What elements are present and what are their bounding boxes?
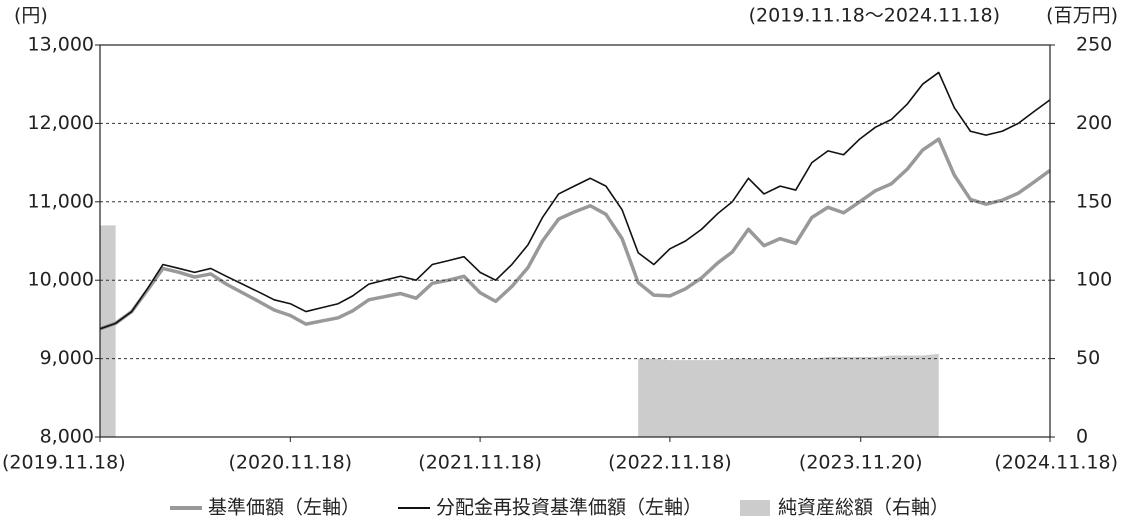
y2-tick-label: 0 bbox=[1076, 426, 1088, 448]
y2-tick-label: 250 bbox=[1076, 34, 1112, 56]
line bbox=[99, 71, 1051, 330]
plot-frame bbox=[99, 44, 1051, 438]
y-tick-label: 11,000 bbox=[28, 190, 94, 212]
y-tick-label: 12,000 bbox=[28, 112, 94, 134]
legend-label: 基準価額（左軸） bbox=[208, 497, 360, 519]
legend-swatch bbox=[740, 500, 770, 516]
y2-tick-label: 50 bbox=[1076, 347, 1100, 369]
x-tick-label: (2023.11.20) bbox=[799, 452, 923, 474]
legend-label: 純資産総額（右軸） bbox=[778, 497, 949, 519]
y2-tick-label: 150 bbox=[1076, 190, 1112, 212]
y-tick-label: 8,000 bbox=[40, 426, 94, 448]
x-tick-label: (2019.11.18) bbox=[2, 452, 126, 474]
y-axis-label: (円) bbox=[14, 5, 48, 27]
x-tick-label: (2020.11.18) bbox=[228, 452, 352, 474]
area bbox=[638, 353, 939, 437]
line bbox=[99, 137, 1052, 331]
x-tick-label: (2022.11.18) bbox=[608, 452, 732, 474]
x-tick-label: (2024.11.18) bbox=[994, 452, 1118, 474]
legend-label: 分配金再投資基準価額（左軸） bbox=[436, 497, 702, 519]
y2-tick-label: 200 bbox=[1076, 112, 1112, 134]
y-tick-label: 10,000 bbox=[28, 269, 94, 291]
y2-tick-label: 100 bbox=[1076, 269, 1112, 291]
y2-axis-label: (百万円) bbox=[1046, 5, 1118, 27]
y-tick-label: 9,000 bbox=[40, 347, 94, 369]
subtitle: (2019.11.18～2024.11.18) bbox=[749, 5, 1000, 27]
x-tick-label: (2021.11.18) bbox=[418, 452, 542, 474]
area bbox=[100, 225, 116, 437]
y-tick-label: 13,000 bbox=[28, 34, 94, 56]
